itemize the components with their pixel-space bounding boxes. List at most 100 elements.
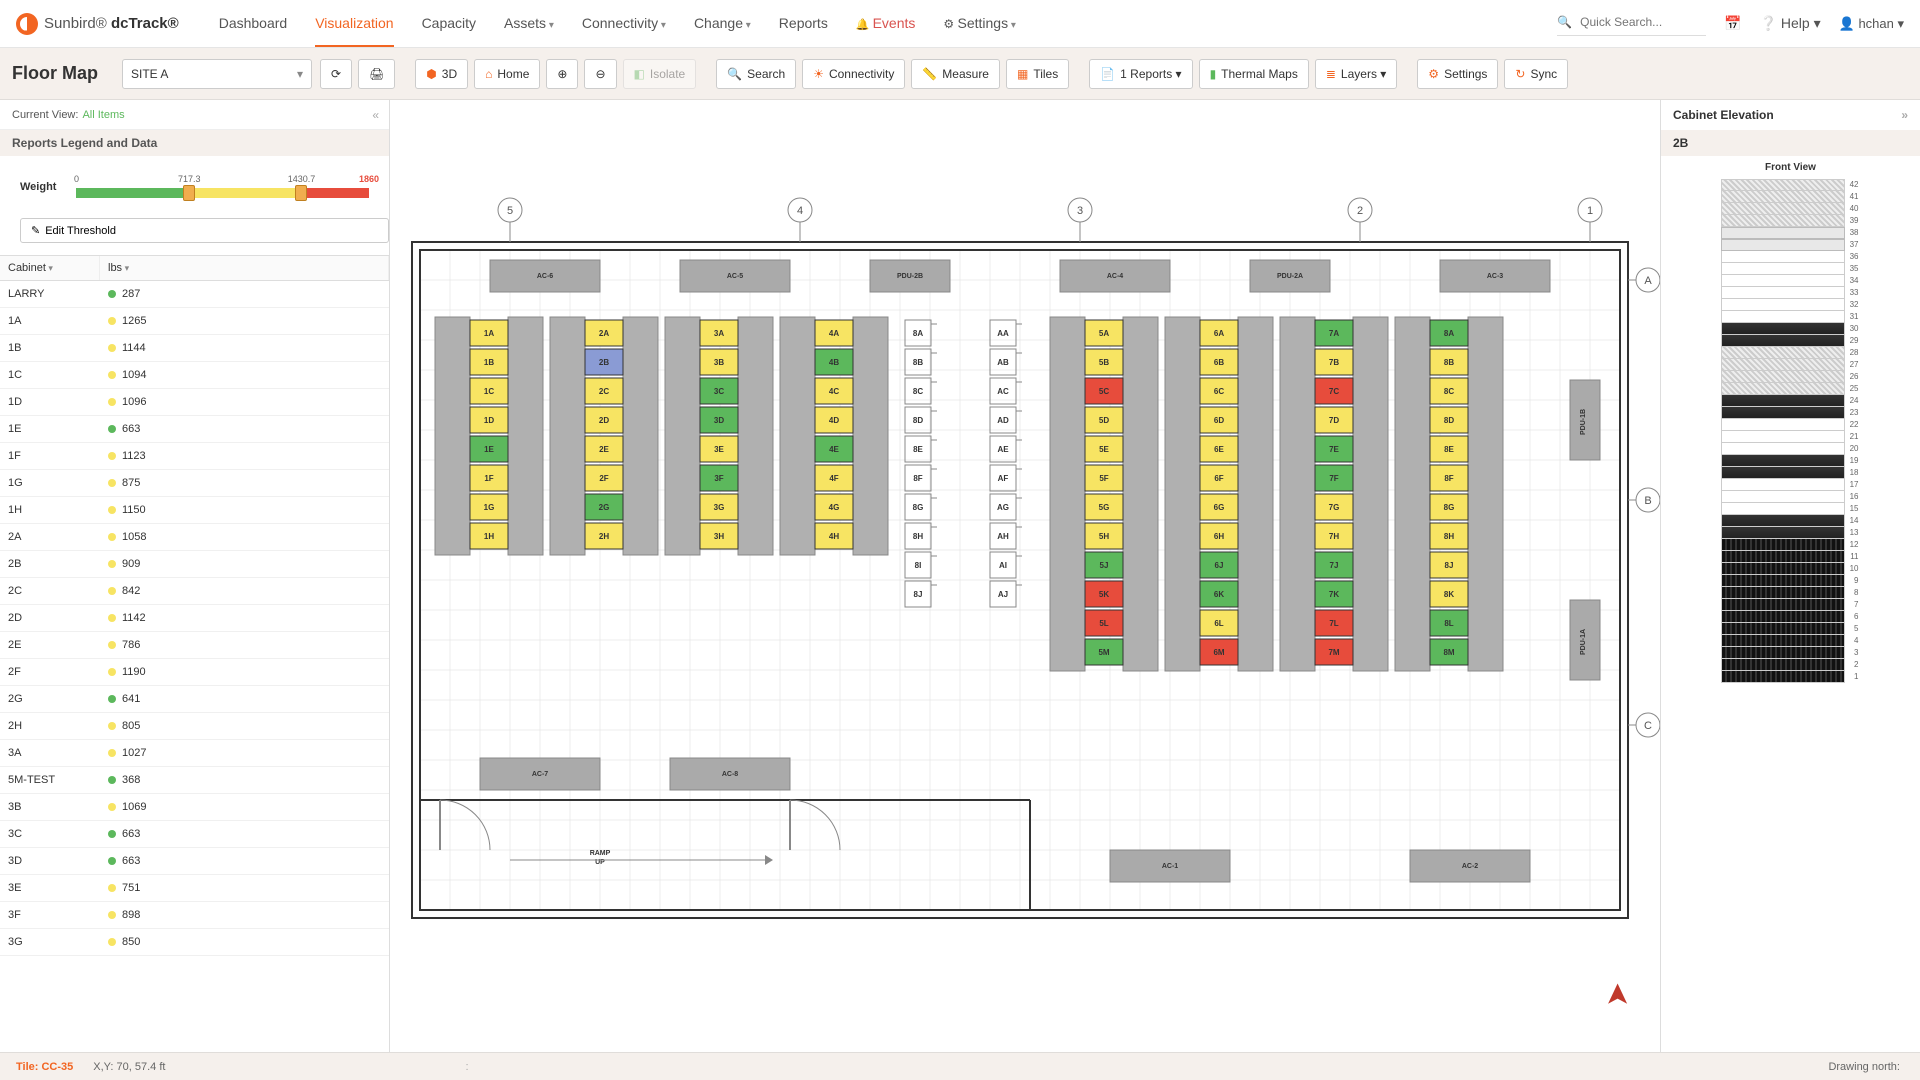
toolbar-btn--[interactable]: ⊕	[546, 59, 578, 89]
ru-row[interactable]: 41	[1721, 191, 1861, 203]
ru-row[interactable]: 2	[1721, 659, 1861, 671]
ru-row[interactable]: 30	[1721, 323, 1861, 335]
table-row[interactable]: 1B1144	[0, 335, 389, 362]
table-row[interactable]: 3A1027	[0, 740, 389, 767]
calendar-icon[interactable]: 📅	[1724, 15, 1741, 32]
ru-row[interactable]: 14	[1721, 515, 1861, 527]
table-row[interactable]: 2E786	[0, 632, 389, 659]
table-row[interactable]: 2F1190	[0, 659, 389, 686]
toolbar-btn-layers-[interactable]: ≣Layers ▾	[1315, 59, 1397, 89]
ru-row[interactable]: 11	[1721, 551, 1861, 563]
table-row[interactable]: 5M-TEST368	[0, 767, 389, 794]
ru-row[interactable]: 17	[1721, 479, 1861, 491]
toolbar-btn--[interactable]: ⟳	[320, 59, 352, 89]
ru-row[interactable]: 42	[1721, 179, 1861, 191]
table-row[interactable]: 1E663	[0, 416, 389, 443]
ru-row[interactable]: 22	[1721, 419, 1861, 431]
ru-row[interactable]: 34	[1721, 275, 1861, 287]
ru-row[interactable]: 37	[1721, 239, 1861, 251]
ru-row[interactable]: 38	[1721, 227, 1861, 239]
toolbar-btn-home[interactable]: ⌂Home	[474, 59, 540, 89]
ru-row[interactable]: 19	[1721, 455, 1861, 467]
ru-row[interactable]: 31	[1721, 311, 1861, 323]
edit-threshold-button[interactable]: ✎ Edit Threshold	[20, 218, 389, 243]
toolbar-btn-tiles[interactable]: ▦Tiles	[1006, 59, 1069, 89]
nav-tab-reports[interactable]: Reports	[779, 1, 828, 47]
ru-row[interactable]: 25	[1721, 383, 1861, 395]
table-row[interactable]: 3F898	[0, 902, 389, 929]
nav-tab-settings[interactable]: Settings	[943, 1, 1016, 47]
table-row[interactable]: LARRY287	[0, 281, 389, 308]
elevation-rack[interactable]: 4241403938373635343332313029282726252423…	[1721, 179, 1861, 683]
ru-row[interactable]: 39	[1721, 215, 1861, 227]
toolbar-btn-thermal-maps[interactable]: ▮Thermal Maps	[1199, 59, 1309, 89]
nav-tab-capacity[interactable]: Capacity	[422, 1, 476, 47]
toolbar-btn--[interactable]: 🖨	[358, 59, 395, 89]
site-selector[interactable]: SITE A▾	[122, 59, 312, 89]
ru-row[interactable]: 3	[1721, 647, 1861, 659]
ru-row[interactable]: 36	[1721, 251, 1861, 263]
table-row[interactable]: 2A1058	[0, 524, 389, 551]
col-lbs[interactable]: lbs	[100, 256, 389, 280]
expand-right-icon[interactable]: »	[1901, 108, 1908, 122]
table-row[interactable]: 3C663	[0, 821, 389, 848]
ru-row[interactable]: 24	[1721, 395, 1861, 407]
table-row[interactable]: 3D663	[0, 848, 389, 875]
table-row[interactable]: 1C1094	[0, 362, 389, 389]
weight-slider[interactable]: 0717.31430.71860	[76, 174, 369, 200]
collapse-left-icon[interactable]: «	[372, 108, 379, 122]
toolbar-btn-1-reports-[interactable]: 📄1 Reports ▾	[1089, 59, 1192, 89]
help-menu[interactable]: ❔ Help ▾	[1760, 15, 1821, 32]
table-row[interactable]: 1F1123	[0, 443, 389, 470]
table-row[interactable]: 3B1069	[0, 794, 389, 821]
nav-tab-dashboard[interactable]: Dashboard	[219, 1, 288, 47]
ru-row[interactable]: 13	[1721, 527, 1861, 539]
toolbar-btn--[interactable]: ⊖	[584, 59, 616, 89]
table-row[interactable]: 2G641	[0, 686, 389, 713]
ru-row[interactable]: 4	[1721, 635, 1861, 647]
nav-tab-assets[interactable]: Assets	[504, 1, 554, 47]
table-row[interactable]: 1D1096	[0, 389, 389, 416]
ru-row[interactable]: 21	[1721, 431, 1861, 443]
toolbar-btn-search[interactable]: 🔍Search	[716, 59, 796, 89]
ru-row[interactable]: 32	[1721, 299, 1861, 311]
ru-row[interactable]: 28	[1721, 347, 1861, 359]
nav-tab-connectivity[interactable]: Connectivity	[582, 1, 666, 47]
ru-row[interactable]: 18	[1721, 467, 1861, 479]
ru-row[interactable]: 16	[1721, 491, 1861, 503]
table-row[interactable]: 1A1265	[0, 308, 389, 335]
ru-row[interactable]: 15	[1721, 503, 1861, 515]
ru-row[interactable]: 1	[1721, 671, 1861, 683]
nav-tab-visualization[interactable]: Visualization	[315, 1, 393, 47]
ru-row[interactable]: 27	[1721, 359, 1861, 371]
ru-row[interactable]: 26	[1721, 371, 1861, 383]
toolbar-btn-3d[interactable]: ⬢3D	[415, 59, 468, 89]
table-row[interactable]: 2C842	[0, 578, 389, 605]
ru-row[interactable]: 6	[1721, 611, 1861, 623]
table-row[interactable]: 2B909	[0, 551, 389, 578]
ru-row[interactable]: 40	[1721, 203, 1861, 215]
nav-tab-change[interactable]: Change	[694, 1, 751, 47]
ru-row[interactable]: 8	[1721, 587, 1861, 599]
table-row[interactable]: 1H1150	[0, 497, 389, 524]
ru-row[interactable]: 20	[1721, 443, 1861, 455]
table-row[interactable]: 1G875	[0, 470, 389, 497]
ru-row[interactable]: 5	[1721, 623, 1861, 635]
ru-row[interactable]: 29	[1721, 335, 1861, 347]
toolbar-btn-measure[interactable]: 📏Measure	[911, 59, 1000, 89]
ru-row[interactable]: 9	[1721, 575, 1861, 587]
user-menu[interactable]: 👤 hchan ▾	[1839, 16, 1904, 32]
ru-row[interactable]: 23	[1721, 407, 1861, 419]
ru-row[interactable]: 10	[1721, 563, 1861, 575]
ru-row[interactable]: 33	[1721, 287, 1861, 299]
table-row[interactable]: 2D1142	[0, 605, 389, 632]
toolbar-btn-sync[interactable]: ↻Sync	[1504, 59, 1568, 89]
ru-row[interactable]: 7	[1721, 599, 1861, 611]
table-row[interactable]: 3E751	[0, 875, 389, 902]
table-row[interactable]: 3G850	[0, 929, 389, 956]
quick-search-wrap[interactable]: 🔍	[1557, 11, 1706, 36]
floor-map-canvas[interactable]: 54321ABCAC-6AC-5PDU-2BAC-4PDU-2AAC-3AC-7…	[390, 100, 1660, 1052]
quick-search-input[interactable]	[1576, 11, 1706, 33]
toolbar-btn-settings[interactable]: ⚙Settings	[1417, 59, 1498, 89]
toolbar-btn-connectivity[interactable]: ☀Connectivity	[802, 59, 905, 89]
